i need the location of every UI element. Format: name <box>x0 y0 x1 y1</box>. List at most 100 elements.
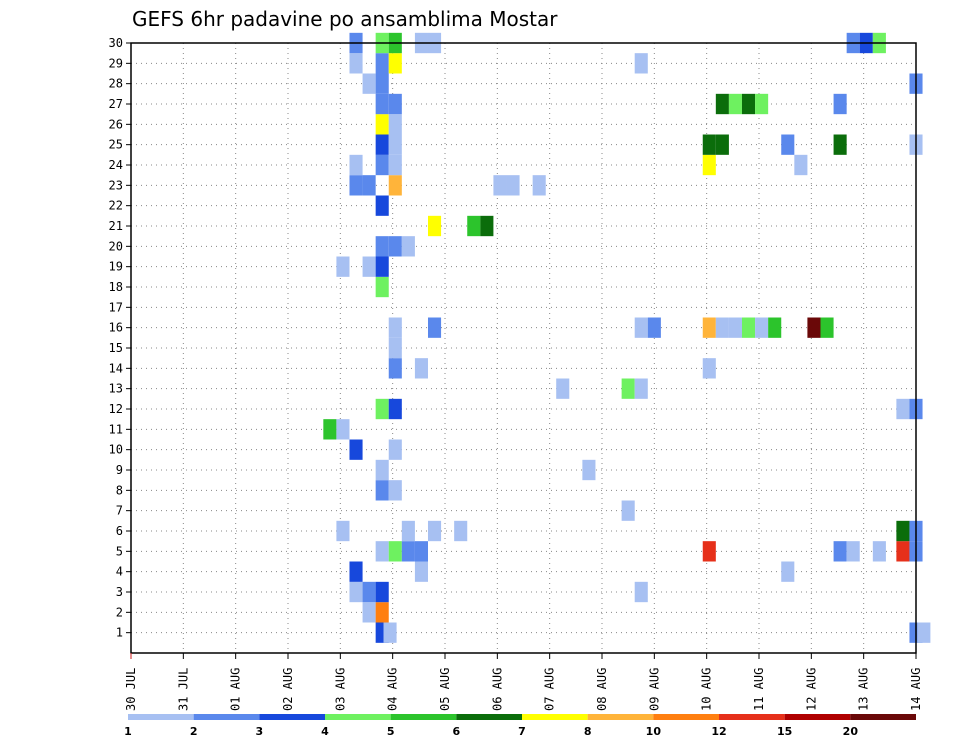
heatmap-cell <box>388 134 402 155</box>
heatmap-cell <box>388 480 402 501</box>
y-tick-label: 21 <box>109 219 123 233</box>
heatmap-cell <box>375 93 389 115</box>
heatmap-cell <box>634 53 648 74</box>
colorbar-swatch <box>719 714 785 720</box>
colorbar-swatch <box>456 714 522 720</box>
y-tick-label: 2 <box>116 605 123 619</box>
heatmap-cell <box>427 317 442 338</box>
heatmap-cell <box>896 398 910 420</box>
heatmap-cell <box>388 236 402 257</box>
x-tick-label: 04 AUG <box>386 668 400 711</box>
heatmap-cell <box>781 134 795 155</box>
heatmap-cell <box>375 398 389 420</box>
colorbar-label: 3 <box>256 725 264 738</box>
heatmap-cell <box>401 236 415 257</box>
heatmap-cell <box>375 195 389 216</box>
heatmap-cell <box>846 541 860 562</box>
heatmap-cell <box>532 175 546 196</box>
x-tick-label: 03 AUG <box>333 668 347 711</box>
heatmap-cell <box>728 93 742 115</box>
x-tick-label: 30 JUL <box>124 668 138 711</box>
heatmap-cell <box>349 561 363 582</box>
y-tick-label: 28 <box>109 77 123 91</box>
heatmap-cell <box>362 256 376 277</box>
y-tick-label: 22 <box>109 199 123 213</box>
heatmap-cell <box>388 154 402 176</box>
heatmap-cell <box>755 317 769 338</box>
y-tick-label: 7 <box>116 504 123 518</box>
y-tick-label: 12 <box>109 402 123 416</box>
y-tick-label: 30 <box>109 36 123 50</box>
y-tick-label: 16 <box>109 321 123 335</box>
x-tick-label: 14 AUG <box>909 668 923 711</box>
heatmap-cell <box>388 53 402 74</box>
colorbar-label: 15 <box>777 725 792 738</box>
heatmap-cell <box>702 358 716 379</box>
heatmap-cell <box>323 419 337 440</box>
heatmap-cell <box>362 581 376 603</box>
heatmap-cell <box>388 358 402 379</box>
colorbar-swatch <box>193 714 260 720</box>
y-tick-label: 10 <box>109 443 123 457</box>
y-tick-label: 11 <box>109 422 123 436</box>
colorbar: 1 2 3 4 5 6 7 8 10 12 15 20 <box>124 714 916 738</box>
y-tick-label: 8 <box>116 483 123 497</box>
heatmap-cell <box>362 73 376 94</box>
heatmap-cell <box>388 93 402 115</box>
x-tick-label: 02 AUG <box>281 668 295 711</box>
heatmap-cell <box>480 215 494 237</box>
x-tick-label: 11 AUG <box>752 668 766 711</box>
heatmap-cell <box>349 175 363 196</box>
heatmap-cell <box>375 114 389 135</box>
heatmap-cell <box>582 459 596 481</box>
y-tick-label: 19 <box>109 260 123 274</box>
x-axis: 30 JUL 31 JUL 01 AUG 02 AUG 03 AUG 04 AUG 05 A… <box>124 653 923 711</box>
heatmap-cell <box>375 256 389 277</box>
heatmap-cell <box>388 398 402 420</box>
colorbar-label: 12 <box>711 725 726 738</box>
y-tick-label: 4 <box>116 565 123 579</box>
y-tick-label: 23 <box>109 178 123 192</box>
heatmap-cell <box>634 581 648 603</box>
y-tick-label: 6 <box>116 524 123 538</box>
colorbar-label: 4 <box>321 725 329 738</box>
heatmap-cell <box>634 378 648 399</box>
heatmap-cell <box>896 541 910 562</box>
y-tick-label: 20 <box>109 239 123 253</box>
heatmap-cell <box>741 317 756 338</box>
y-tick-label: 3 <box>116 585 123 599</box>
heatmap-cell <box>336 520 350 542</box>
heatmap-cell <box>388 337 402 359</box>
x-tick-label: 12 AUG <box>804 668 818 711</box>
x-tick-label: 10 AUG <box>700 668 714 711</box>
heatmap-cell <box>768 317 782 338</box>
heatmap-cell <box>728 317 742 338</box>
heatmap-cell <box>383 622 397 643</box>
heatmap-cell <box>702 541 716 562</box>
heatmap-cell <box>375 154 389 176</box>
colorbar-label: 1 <box>124 725 132 738</box>
plot-frame <box>130 42 917 654</box>
colorbar-swatch <box>259 714 325 720</box>
colorbar-swatch <box>522 714 588 720</box>
heatmap-cell <box>807 317 821 338</box>
heatmap-cell <box>833 93 847 115</box>
colorbar-swatch <box>850 714 916 720</box>
x-tick-label: 31 JUL <box>176 668 190 711</box>
heatmap-cell <box>715 134 729 155</box>
heatmap-cell <box>375 541 389 562</box>
x-tick-label: 01 AUG <box>229 668 243 711</box>
heatmap-cell <box>349 154 363 176</box>
x-tick-label: 07 AUG <box>543 668 557 711</box>
grid-lines <box>131 43 916 653</box>
heatmap-cell <box>781 561 795 582</box>
chart-title: GEFS 6hr padavine po ansamblima Mostar <box>132 7 558 31</box>
y-tick-label: 25 <box>109 138 123 152</box>
colorbar-swatch <box>325 714 391 720</box>
heatmap-cell <box>427 520 442 542</box>
heatmap-cell <box>336 419 350 440</box>
colorbar-swatch <box>128 714 194 720</box>
heatmap-cell <box>414 561 428 582</box>
heatmap-cell <box>336 256 350 277</box>
heatmap-cell <box>634 317 648 338</box>
